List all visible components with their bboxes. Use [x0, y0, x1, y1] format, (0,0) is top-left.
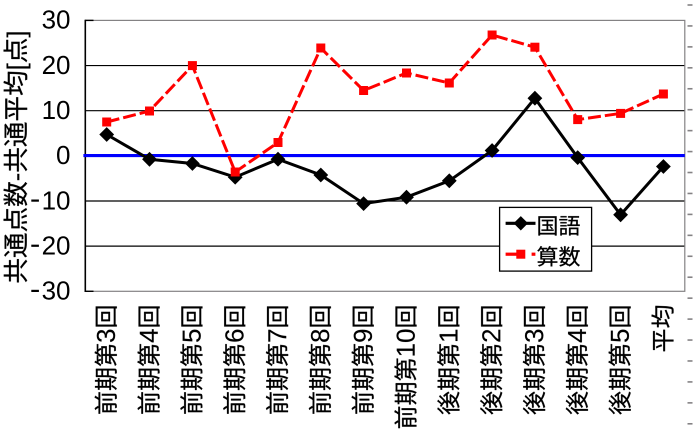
svg-text:30: 30	[42, 5, 71, 35]
svg-text:20: 20	[42, 230, 71, 260]
svg-text:10: 10	[42, 185, 71, 215]
svg-text:20: 20	[42, 50, 71, 80]
svg-text:10: 10	[42, 95, 71, 125]
svg-text:0: 0	[56, 140, 70, 170]
svg-text:30: 30	[42, 276, 71, 306]
